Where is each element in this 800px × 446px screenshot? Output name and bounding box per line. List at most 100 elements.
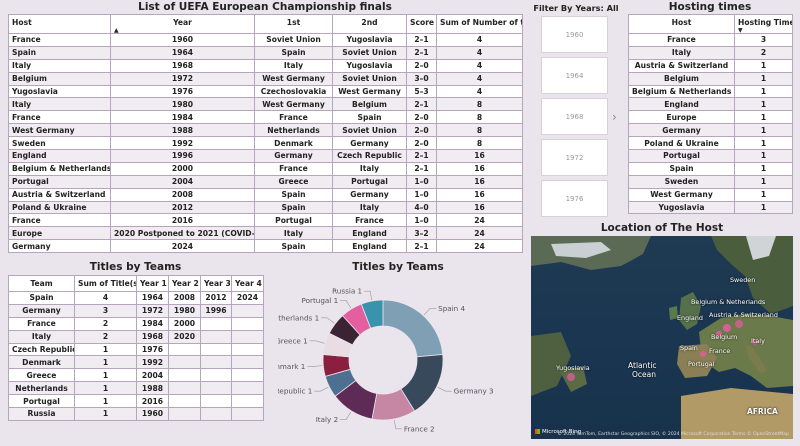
hosting-row[interactable]: England 1 — [628, 97, 793, 112]
hosting-row[interactable]: Portugal 1 — [628, 149, 793, 163]
table-cell: 2–1 — [406, 33, 437, 47]
col-header-host[interactable]: Host — [8, 14, 111, 34]
finals-row[interactable]: Poland & Ukraine 2012 Spain Italy 4–0 16 — [8, 200, 523, 215]
table-cell: 2–1 — [406, 97, 437, 112]
titles-row[interactable]: Italy 2 1968 2020 — [8, 329, 264, 344]
year-slicer: 1960 1964 1968 1972 1976 › — [534, 14, 619, 217]
finals-row[interactable]: Europe 2020 Postponed to 2021 (COVID-19) I… — [8, 226, 523, 241]
col-header-first[interactable]: 1st — [254, 14, 333, 34]
finals-row[interactable]: Sweden 1992 Denmark Germany 2–0 8 — [8, 136, 523, 151]
titles-row[interactable]: Russia 1 1960 — [8, 407, 264, 421]
finals-row[interactable]: Spain 1964 Spain Soviet Union 2–1 4 — [8, 45, 523, 60]
table-cell: 1 — [734, 71, 793, 86]
table-cell: 24 — [436, 239, 523, 254]
table-cell: 1 — [734, 97, 793, 112]
finals-row[interactable]: Belgium 1972 West Germany Soviet Union 3–0 4 — [8, 71, 523, 86]
hosting-row[interactable]: Austria & Switzerland 1 — [628, 58, 793, 73]
slicer-option[interactable]: 1976 — [541, 180, 608, 217]
finals-row[interactable]: Germany 2024 Spain England 2–1 24 — [8, 239, 523, 254]
titles-row[interactable]: Germany 3 1972 1980 1996 — [8, 303, 264, 318]
col-header-year[interactable]: Year ▲ — [110, 14, 255, 34]
table-cell: France — [254, 110, 333, 125]
col-header-year1[interactable]: Year 1 — [136, 275, 169, 292]
table-cell: 8 — [436, 110, 523, 125]
slicer-option[interactable]: 1960 — [541, 16, 608, 53]
finals-row[interactable]: France 2016 Portugal France 1–0 24 — [8, 213, 523, 228]
col-header-score[interactable]: Score — [406, 14, 437, 34]
finals-row[interactable]: Italy 1968 Italy Yugoslavia 2–0 4 — [8, 58, 523, 73]
table-cell — [200, 394, 232, 409]
hosting-row[interactable]: Belgium 1 — [628, 71, 793, 86]
finals-row[interactable]: Yugoslavia 1976 Czechoslovakia West Germany… — [8, 84, 523, 99]
col-header-sum-titles[interactable]: Sum of Title(s) — [74, 275, 137, 292]
table-cell: Austria & Switzerland — [8, 187, 111, 202]
table-cell: Portugal — [332, 174, 407, 189]
donut-slice-russia[interactable] — [360, 299, 384, 329]
table-cell: Yugoslavia — [628, 200, 735, 215]
hosting-row[interactable]: Germany 1 — [628, 123, 793, 138]
map-label: France — [709, 347, 731, 355]
hosting-row[interactable]: Poland & Ukraine 1 — [628, 136, 793, 151]
finals-row[interactable]: Austria & Switzerland 2008 Spain Germany 1–0… — [8, 187, 523, 202]
titles-row[interactable]: Netherlands 1 1988 — [8, 381, 264, 396]
table-cell: 5–3 — [406, 84, 437, 99]
table-cell: 1984 — [110, 110, 255, 125]
donut-title: Titles by Teams — [352, 261, 444, 273]
col-header-year3[interactable]: Year 3 — [200, 275, 232, 292]
table-cell: 2004 — [136, 368, 169, 383]
finals-row[interactable]: West Germany 1988 Netherlands Soviet Union 2… — [8, 123, 523, 138]
table-cell — [231, 342, 264, 357]
col-header-teams[interactable]: Sum of Number of teams — [436, 14, 523, 34]
finals-row[interactable]: Italy 1980 West Germany Belgium 2–1 8 — [8, 97, 523, 112]
finals-row[interactable]: France 1960 Soviet Union Yugoslavia 2–1 4 — [8, 33, 523, 47]
titles-row[interactable]: Czech Republic 1 1976 — [8, 342, 264, 357]
table-cell: 2–1 — [406, 239, 437, 254]
table-cell: 4–0 — [406, 200, 437, 215]
table-cell: 2024 — [231, 291, 264, 305]
col-header-year4[interactable]: Year 4 — [231, 275, 264, 292]
host-location-map[interactable]: Sweden Belgium & Netherlands England Aus… — [531, 236, 793, 439]
finals-row[interactable]: France 1984 France Spain 2–0 8 — [8, 110, 523, 125]
col-header-second[interactable]: 2nd — [332, 14, 407, 34]
hosting-row[interactable]: Yugoslavia 1 — [628, 200, 793, 215]
hosting-row[interactable]: Italy 2 — [628, 45, 793, 60]
col-header-hosting-times[interactable]: Hosting Times▼ — [734, 14, 793, 34]
table-cell: Poland & Ukraine — [628, 136, 735, 151]
hosting-row[interactable]: Spain 1 — [628, 161, 793, 176]
hosting-row[interactable]: West Germany 1 — [628, 187, 793, 202]
table-cell: 2–0 — [406, 110, 437, 125]
table-cell: France — [332, 213, 407, 228]
table-cell: West Germany — [628, 187, 735, 202]
table-cell — [168, 394, 201, 409]
hosting-row[interactable]: France 3 — [628, 33, 793, 47]
table-cell — [168, 355, 201, 370]
table-cell: 1 — [734, 161, 793, 176]
hosting-title: Hosting times — [668, 1, 752, 13]
table-cell: Russia — [8, 407, 75, 421]
finals-row[interactable]: Portugal 2004 Greece Portugal 1–0 16 — [8, 174, 523, 189]
titles-row[interactable]: Portugal 1 2016 — [8, 394, 264, 409]
col-header-year2[interactable]: Year 2 — [168, 275, 201, 292]
slicer-option[interactable]: 1968 — [541, 98, 608, 135]
table-cell: 2012 — [200, 291, 232, 305]
col-header-team[interactable]: Team — [8, 275, 75, 292]
titles-row[interactable]: Greece 1 2004 — [8, 368, 264, 383]
table-cell: 2020 Postponed to 2021 (COVID-19) — [110, 226, 255, 241]
hosting-row[interactable]: Belgium & Netherlands 1 — [628, 84, 793, 99]
chevron-right-icon[interactable]: › — [612, 110, 617, 124]
finals-row[interactable]: England 1996 Germany Czech Republic 2–1 16 — [8, 149, 523, 163]
slicer-option[interactable]: 1972 — [541, 139, 608, 176]
titles-row[interactable]: France 2 1984 2000 — [8, 316, 264, 331]
table-cell: 1972 — [136, 303, 169, 318]
table-cell: Yugoslavia — [332, 58, 407, 73]
titles-row[interactable]: Denmark 1 1992 — [8, 355, 264, 370]
hosting-row[interactable]: Sweden 1 — [628, 174, 793, 189]
titles-row[interactable]: Spain 4 1964 2008 2012 2024 — [8, 291, 264, 305]
table-cell: 24 — [436, 226, 523, 241]
hosting-row[interactable]: Europe 1 — [628, 110, 793, 125]
slicer-option[interactable]: 1964 — [541, 57, 608, 94]
finals-row[interactable]: Belgium & Netherlands 2000 France Italy 2–1 1… — [8, 161, 523, 176]
col-header-host[interactable]: Host — [628, 14, 735, 34]
leader-line — [314, 386, 329, 392]
map-attribution[interactable]: © 2024 TomTom, Earthstar Geographics SIO… — [557, 432, 789, 437]
